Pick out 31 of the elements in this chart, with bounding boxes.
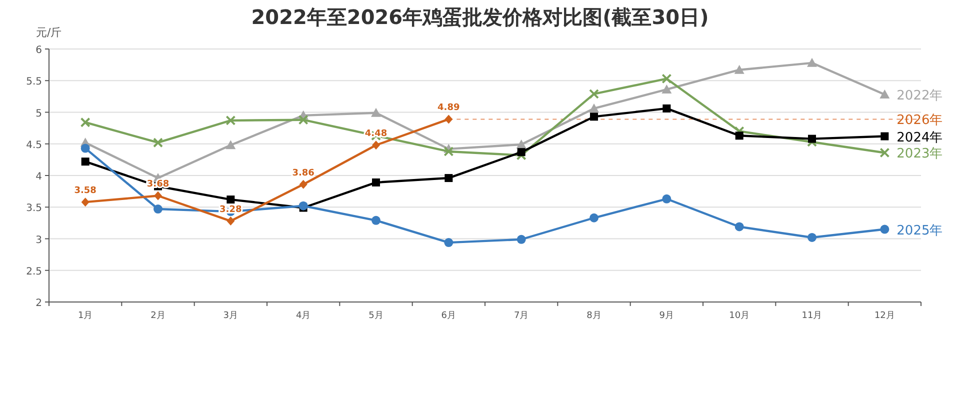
x-tick-label: 5月: [368, 311, 384, 321]
x-tick-label: 8月: [586, 311, 602, 321]
y-tick-label: 2: [36, 298, 42, 309]
y-tick-label: 2.5: [26, 266, 42, 278]
x-tick-label: 1月: [78, 311, 93, 321]
series-label: 2022年: [896, 88, 943, 104]
x-tick-label: 7月: [514, 311, 529, 321]
x-tick-label: 3月: [223, 311, 238, 321]
text: 2026年: [896, 113, 943, 128]
x-tick-label: 12月: [874, 311, 895, 321]
y-tick-label: 5.5: [26, 76, 42, 88]
y-tick-label: 3: [36, 234, 42, 246]
data-label: 3.58: [74, 186, 96, 196]
series-label: 2025年: [896, 223, 943, 238]
x-tick-label: 6月: [441, 311, 456, 321]
x-tick-label: 4月: [296, 311, 311, 321]
y-tick-label: 4.5: [26, 140, 42, 151]
x-tick-label: 11月: [802, 311, 822, 321]
data-label: 4.89: [438, 103, 460, 114]
series-label: 2023年: [896, 146, 943, 162]
y-axis-title: 元/斤: [36, 26, 62, 39]
y-tick-label: 6: [36, 45, 42, 56]
x-tick-label: 2月: [150, 311, 166, 321]
y-tick-label: 4: [36, 172, 42, 182]
data-label: 3.86: [292, 168, 314, 178]
chart-title: 2022年至2026年鸡蛋批发价格对比图(截至30日): [251, 5, 709, 29]
series-label: 2024年: [896, 130, 943, 146]
x-tick-label: 9月: [659, 311, 674, 321]
x-tick-label: 10月: [729, 311, 750, 321]
y-tick-label: 5: [36, 108, 42, 120]
y-tick-label: 3.5: [26, 203, 42, 214]
